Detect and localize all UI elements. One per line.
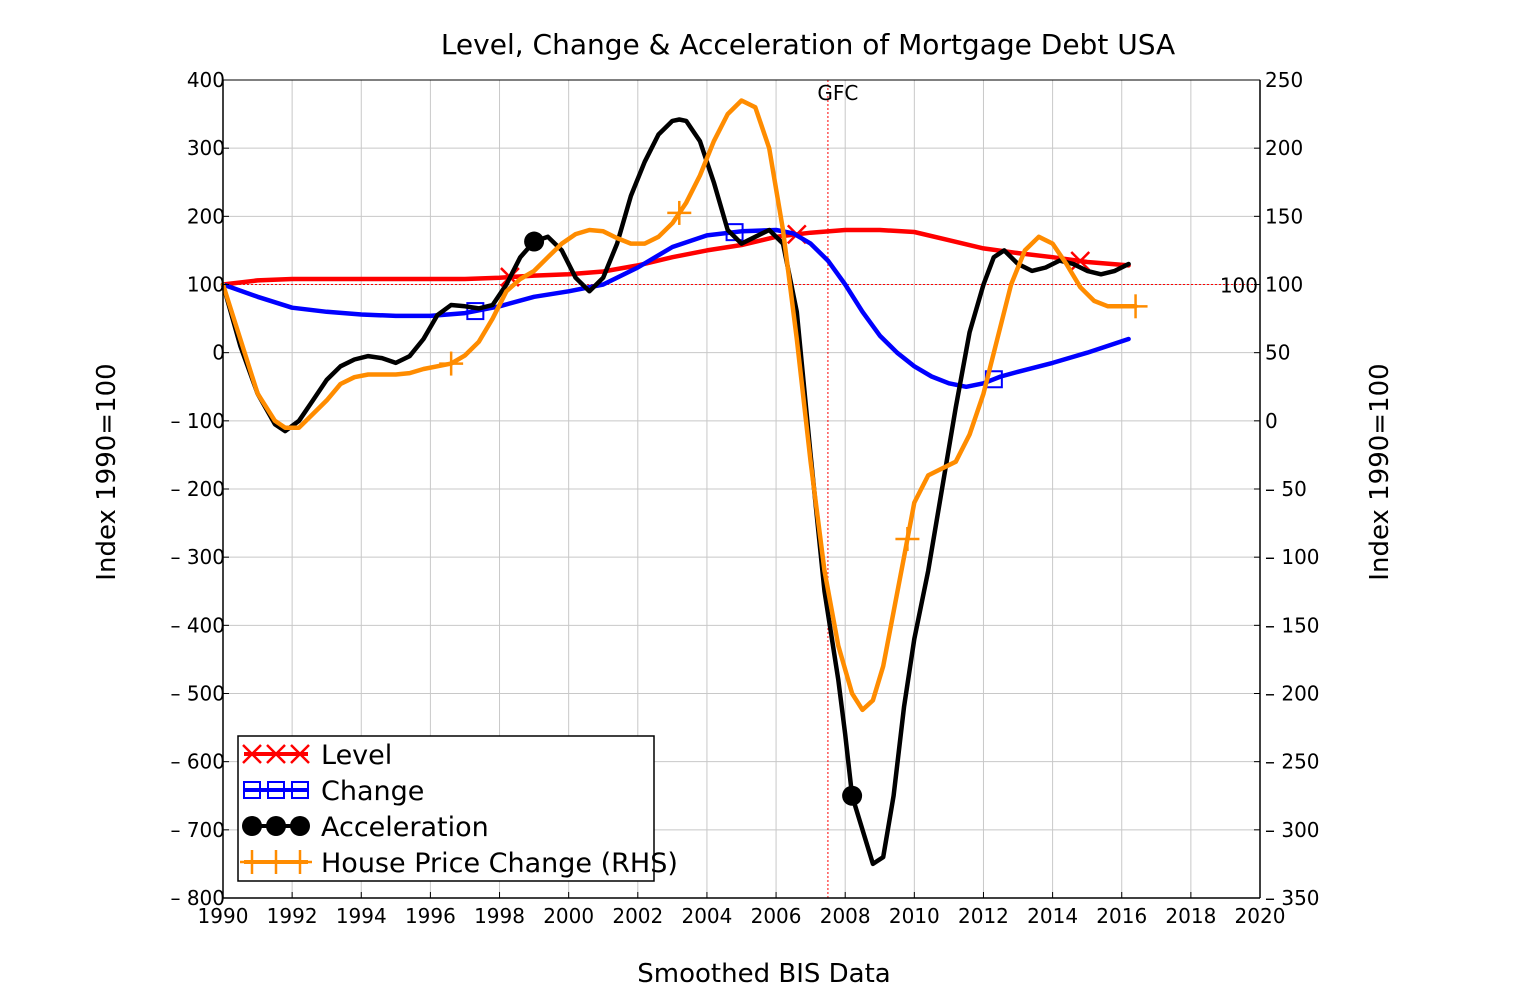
y-left-tick-label: – 700 (170, 818, 225, 842)
x-tick-label: 2002 (612, 904, 663, 928)
y-right-tick-label: – 150 (1265, 613, 1320, 637)
series-line-acceleration (220, 117, 1131, 867)
x-tick-label: 2012 (958, 904, 1009, 928)
y-right-tick-label: – 100 (1265, 545, 1320, 569)
y-left-tick-label: – 100 (170, 409, 225, 433)
y-left-tick-label: 400 (187, 68, 225, 92)
legend-entry-acceleration: Acceleration (242, 812, 489, 843)
level-marker (1070, 251, 1091, 271)
x-tick-label: 2018 (1165, 904, 1216, 928)
series-acceleration (220, 117, 1131, 867)
house-price-marker (895, 526, 920, 551)
y-left-tick-label: – 300 (170, 545, 225, 569)
y-left-tick-label: 100 (187, 273, 225, 297)
series-line-level (220, 227, 1131, 287)
x-tick-label: 2016 (1096, 904, 1147, 928)
x-tick-label: 2000 (543, 904, 594, 928)
change-marker (243, 781, 261, 799)
acceleration-marker (266, 816, 286, 836)
change-marker (291, 781, 309, 799)
x-tick-label: 2006 (751, 904, 802, 928)
y-right-tick-label: 100 (1265, 273, 1303, 297)
level-marker-stroke (290, 744, 310, 764)
house-price-marker (439, 351, 464, 376)
y-left-tick-label: 300 (187, 136, 225, 160)
y-right-tick-label: 50 (1265, 341, 1290, 365)
house-price-marker (240, 850, 264, 874)
series-level (220, 224, 1131, 287)
axes: 1990 1992 1994 1996 1998 2000 2002 2004 2006 2008… (170, 68, 1319, 928)
y-left-tick-label: – 200 (170, 477, 225, 501)
y-axis-label-right: Index 1990=100 (1365, 363, 1395, 580)
level-marker (290, 744, 310, 764)
house-price-marker (667, 200, 692, 225)
y-right-tick-label: 200 (1265, 136, 1303, 160)
series-line-house-price-change-rhs (220, 98, 1138, 713)
x-tick-label: 2020 (1235, 904, 1286, 928)
x-tick-label: 2004 (681, 904, 732, 928)
level-marker (266, 744, 286, 764)
x-tick-label: 1992 (267, 904, 318, 928)
y-right-tick-label: 250 (1265, 68, 1303, 92)
x-tick-label: 1996 (405, 904, 456, 928)
baseline-annotation: 100 (1220, 274, 1258, 298)
x-tick-label: 2014 (1027, 904, 1078, 928)
x-tick-label: 2008 (820, 904, 871, 928)
level-marker-stroke (242, 744, 262, 764)
level-marker (242, 744, 262, 764)
annotations: GFC 100 (817, 81, 1258, 298)
legend-label-house-price-change-rhs: House Price Change (RHS) (321, 848, 678, 879)
legend-entry-change: Change (243, 776, 424, 807)
legend-label-change: Change (321, 776, 424, 807)
y-right-tick-label: – 250 (1265, 750, 1320, 774)
y-right-tick-label: – 200 (1265, 682, 1320, 706)
change-marker (725, 223, 744, 242)
house-price-marker (288, 850, 312, 874)
legend-entry-level: Level (242, 740, 392, 771)
x-tick-label: 1990 (198, 904, 249, 928)
chart-title: Level, Change & Acceleration of Mortgage… (441, 28, 1175, 61)
level-marker-stroke (266, 744, 286, 764)
gfc-annotation: GFC (817, 81, 858, 105)
y-axis-label-left: Index 1990=100 (92, 363, 122, 580)
x-axis-label: Smoothed BIS Data (637, 959, 890, 989)
y-left-tick-label: – 600 (170, 750, 225, 774)
x-tick-label: 1994 (336, 904, 387, 928)
house-price-marker (1123, 294, 1148, 319)
reference-lines (223, 80, 1260, 898)
x-tick-label: 2010 (889, 904, 940, 928)
y-right-tick-label: 150 (1265, 204, 1303, 228)
legend-label-acceleration: Acceleration (321, 812, 489, 843)
x-tick-label: 1998 (474, 904, 525, 928)
change-marker (267, 781, 285, 799)
y-left-tick-label: 0 (212, 341, 225, 365)
house-price-marker (264, 850, 288, 874)
y-left-tick-label: – 500 (170, 682, 225, 706)
y-right-tick-label: 0 (1265, 409, 1278, 433)
acceleration-marker (524, 231, 545, 252)
acceleration-marker (842, 785, 863, 806)
acceleration-marker (242, 816, 262, 836)
y-right-tick-label: – 50 (1265, 477, 1307, 501)
y-right-tick-label: – 350 (1265, 886, 1320, 910)
series-group (220, 98, 1148, 867)
series-house-price-change-rhs (220, 98, 1148, 713)
legend-entry-house-price-change-rhs: House Price Change (RHS) (240, 848, 678, 879)
y-right-tick-label: – 300 (1265, 818, 1320, 842)
change-marker (466, 302, 485, 321)
y-left-tick-label: – 800 (170, 886, 225, 910)
legend-label-level: Level (321, 740, 392, 771)
acceleration-marker (290, 816, 310, 836)
y-left-tick-label: 200 (187, 204, 225, 228)
y-left-tick-label: – 400 (170, 613, 225, 637)
level-marker-stroke (1070, 251, 1091, 271)
legend: Level Change Acceleration House Price Chang… (237, 735, 678, 882)
